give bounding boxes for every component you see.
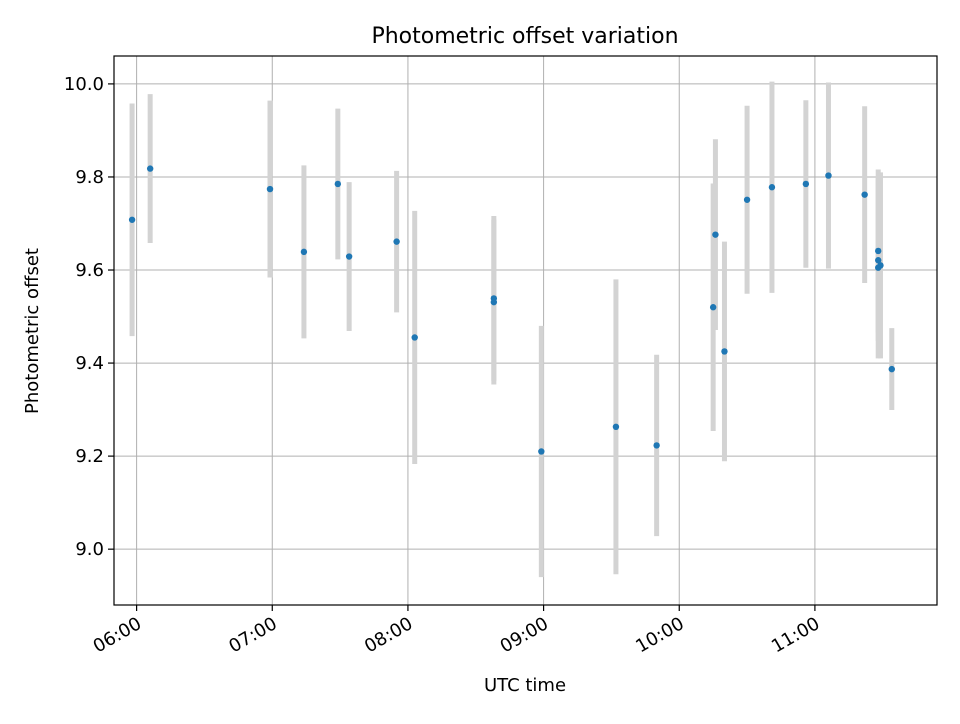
data-point — [721, 348, 728, 355]
x-tick-label: 07:00 — [225, 613, 280, 657]
y-axis-ticks: 9.0 9.2 9.4 9.6 9.8 10.0 — [64, 74, 114, 560]
y-tick-label: 9.8 — [75, 167, 104, 188]
data-point — [345, 253, 353, 260]
data-point — [875, 257, 882, 264]
y-tick-label: 9.2 — [75, 446, 104, 467]
data-point — [825, 172, 832, 179]
data-point — [490, 298, 498, 306]
y-tick-label: 10.0 — [64, 74, 104, 95]
data-point — [266, 185, 274, 193]
data-point — [393, 238, 400, 245]
plot-frame — [113, 55, 938, 606]
data-point — [768, 184, 776, 191]
x-tick-label: 10:00 — [632, 613, 687, 657]
data-point — [538, 448, 545, 455]
x-tick-label: 08:00 — [361, 613, 416, 657]
data-point — [888, 365, 895, 373]
data-point — [300, 248, 308, 256]
data-point — [877, 262, 884, 269]
data-point — [802, 180, 810, 188]
grid-lines — [114, 56, 937, 605]
data-point — [653, 442, 660, 449]
error-bars — [129, 81, 895, 578]
data-point — [875, 247, 882, 255]
data-point — [146, 165, 154, 172]
data-point — [128, 216, 136, 223]
y-tick-label: 9.4 — [75, 353, 104, 374]
data-points — [128, 165, 895, 455]
data-point — [709, 304, 717, 311]
x-tick-label: 06:00 — [90, 613, 145, 657]
x-axis-label: UTC time — [484, 675, 566, 696]
y-tick-label: 9.6 — [75, 260, 104, 281]
data-point — [861, 191, 868, 198]
x-tick-label: 09:00 — [497, 613, 552, 657]
data-point — [612, 423, 620, 431]
data-point — [334, 180, 342, 188]
data-point — [743, 196, 751, 203]
data-point — [411, 334, 418, 341]
chart-title: Photometric offset variation — [371, 24, 678, 49]
x-tick-label: 11:00 — [768, 613, 823, 657]
x-axis-ticks: 06:00 07:00 08:00 09:00 10:00 11:00 — [90, 605, 823, 657]
data-point — [712, 231, 719, 238]
y-axis-label: Photometric offset — [22, 248, 43, 414]
y-tick-label: 9.0 — [75, 539, 104, 560]
